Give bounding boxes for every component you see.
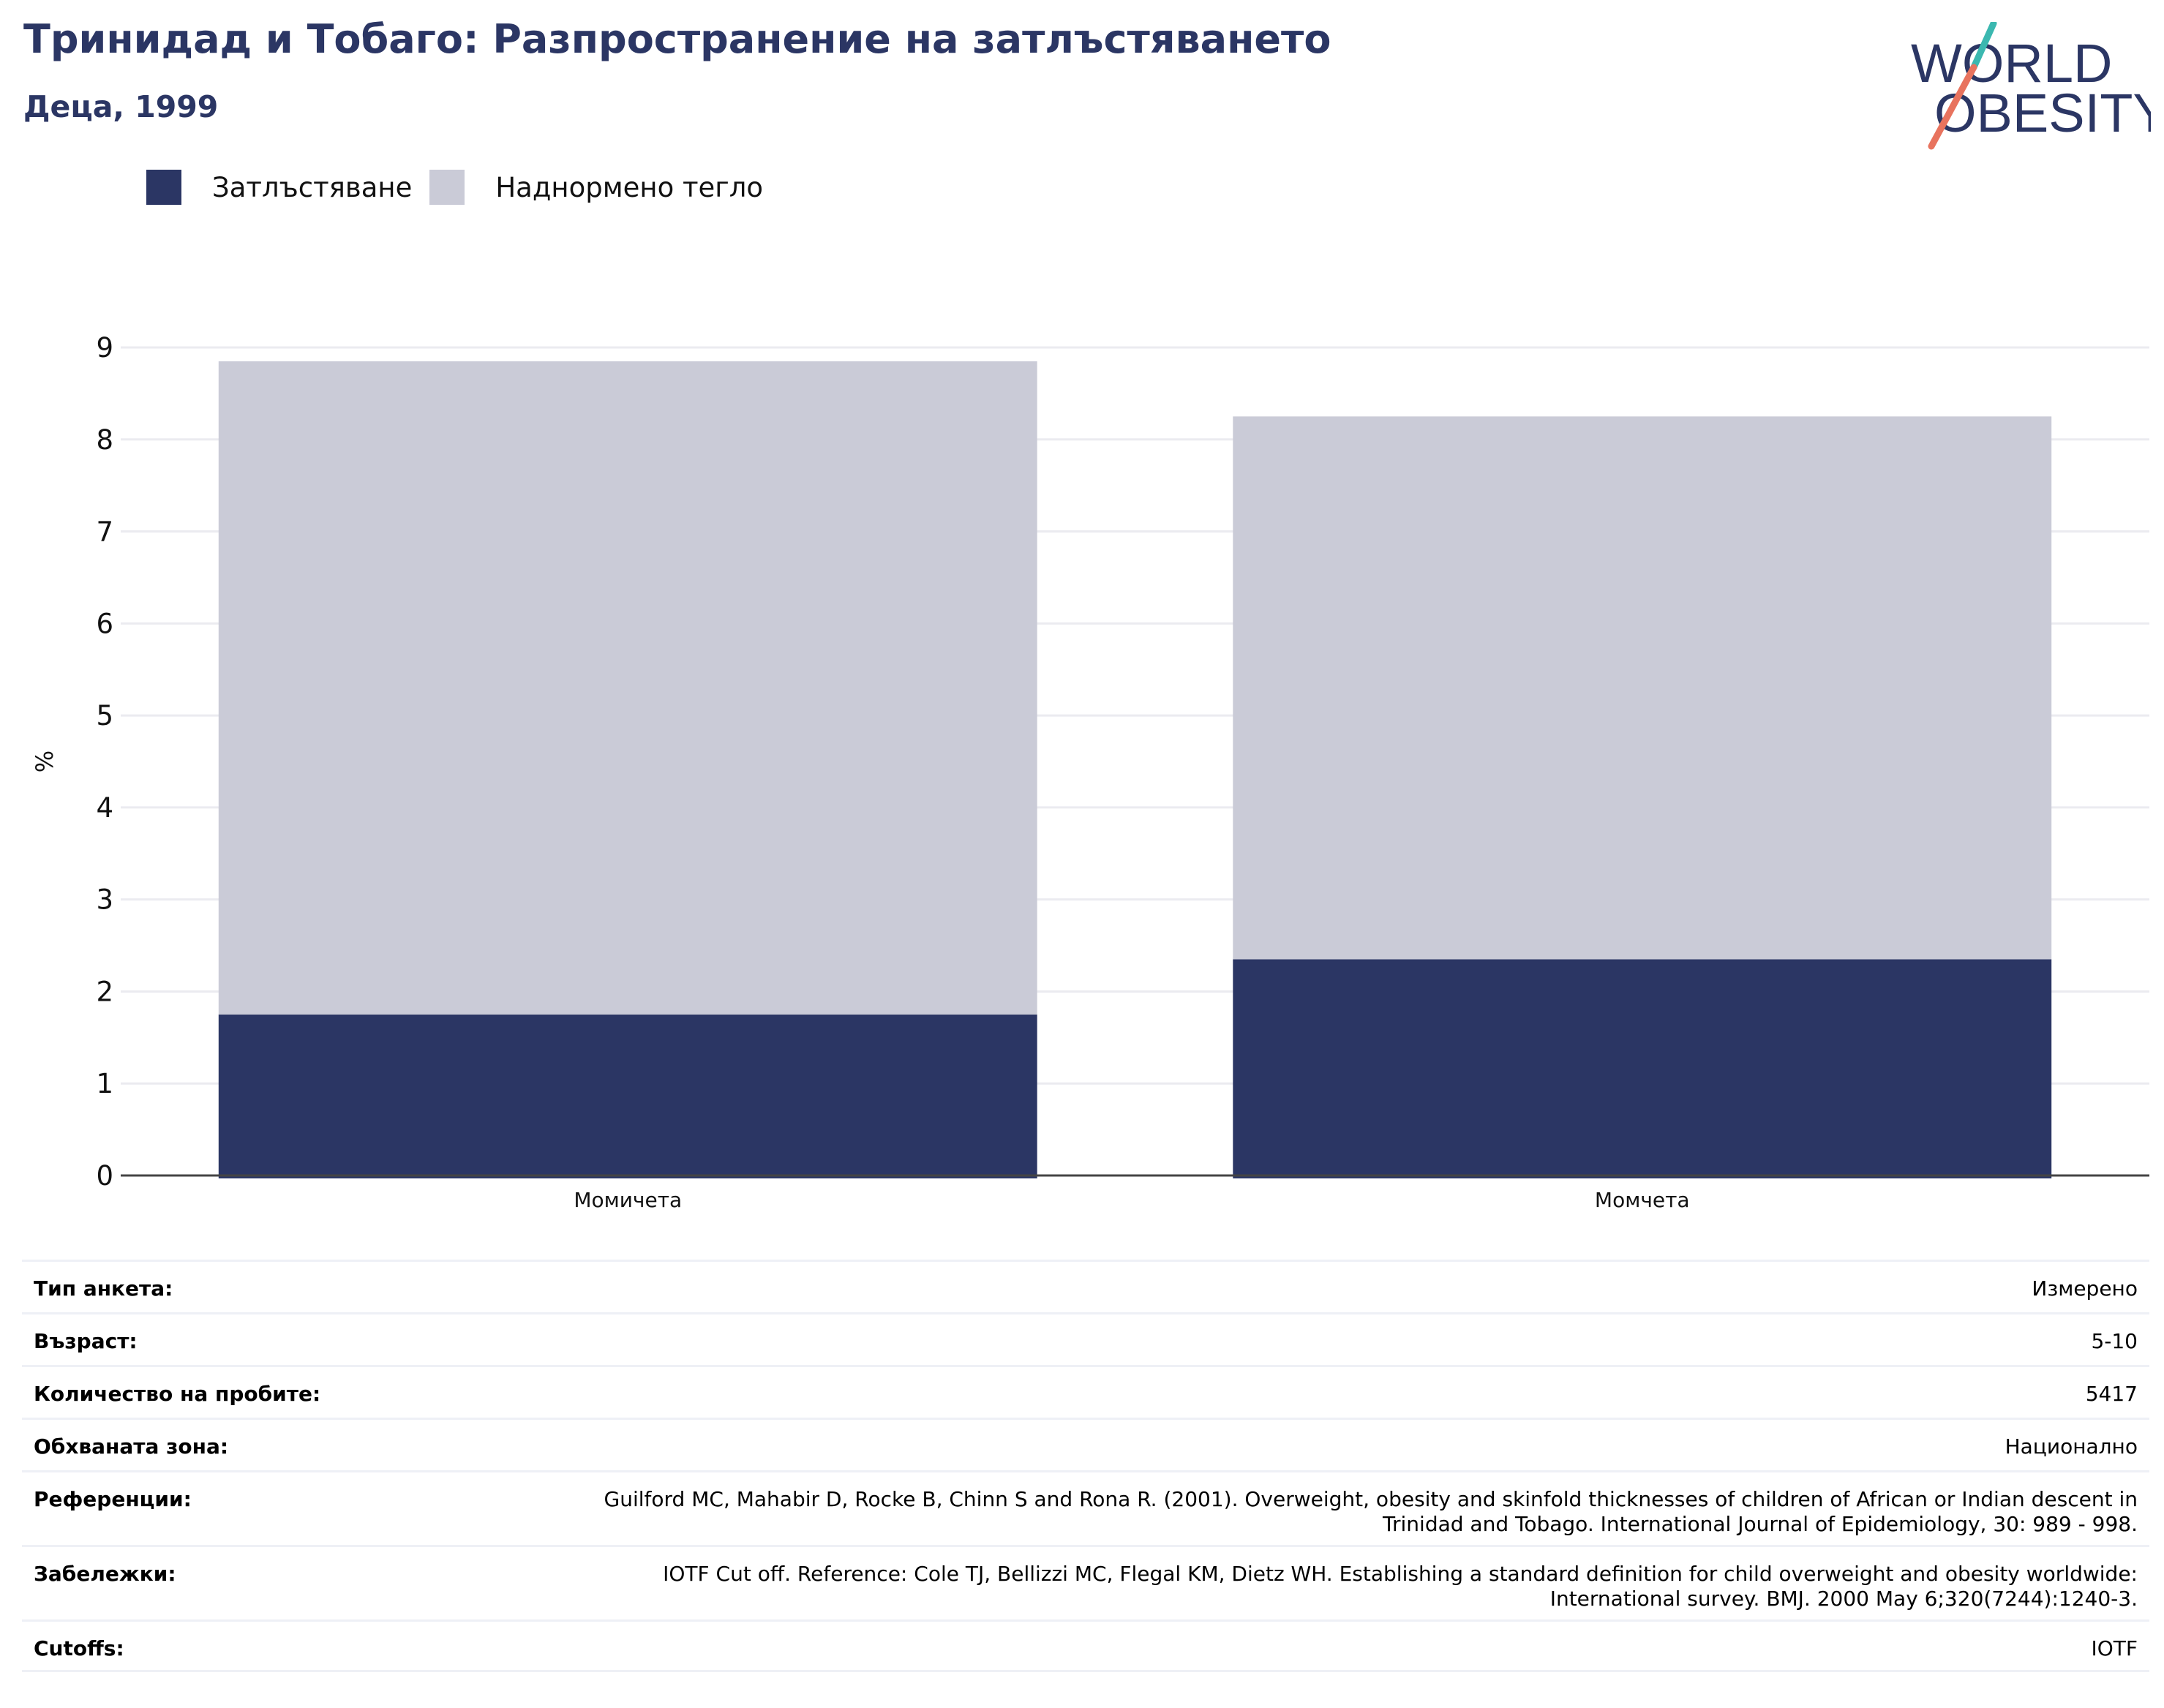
meta-label: Възраст: [34, 1329, 138, 1353]
chart-title: Тринидад и Тобаго: Разпространение на за… [23, 16, 1331, 62]
meta-value: 5-10 [2091, 1329, 2138, 1353]
meta-row-age: Възраст: 5-10 [22, 1312, 2149, 1365]
logo-slash-bottom [1928, 64, 1977, 150]
meta-value: IOTF [2091, 1636, 2138, 1660]
meta-value: IOTF Cut off. Reference: Cole TJ, Belliz… [663, 1562, 2138, 1611]
meta-label: Референции: [34, 1487, 192, 1511]
meta-label: Количество на пробите: [34, 1382, 321, 1406]
meta-label: Тип анкета: [34, 1276, 173, 1301]
y-tick-label: 5 [96, 700, 113, 731]
logo-slash-top [1970, 22, 1997, 71]
meta-row-sample-size: Количество на пробите: 5417 [22, 1365, 2149, 1418]
y-tick-label: 2 [96, 976, 113, 1007]
y-tick-label: 0 [96, 1160, 113, 1192]
meta-label: Забележки: [34, 1562, 176, 1586]
bar-obesity [218, 1014, 1037, 1178]
x-tick-label: Момичета [574, 1188, 682, 1212]
y-tick-label: 8 [96, 424, 113, 456]
world-obesity-logo: WORLD OBESITY [1911, 22, 2151, 150]
y-tick-label: 6 [96, 608, 113, 639]
meta-value: Guilford MC, Mahabir D, Rocke B, Chinn S… [604, 1487, 2138, 1536]
logo-line2: OBESITY [1934, 83, 2151, 143]
meta-row-references: Референции: Guilford MC, Mahabir D, Rock… [22, 1470, 2149, 1545]
bar-chart: 0 1 2 3 4 5 6 7 8 9% Момичета Момчета [31, 332, 2149, 1212]
legend-label-obesity: Затлъстяване [212, 171, 413, 203]
logo-line1: WORLD [1911, 33, 2112, 94]
legend-swatch-overweight [429, 170, 465, 205]
bar-obesity [1233, 959, 2052, 1178]
meta-row-cutoffs: Cutoffs: IOTF [22, 1619, 2149, 1672]
meta-value: 5417 [2085, 1382, 2138, 1406]
y-axis-label: % [31, 750, 59, 772]
y-tick-label: 1 [96, 1068, 113, 1099]
chart-subtitle: Деца, 1999 [23, 89, 219, 124]
y-tick-label: 7 [96, 516, 113, 548]
meta-label: Обхваната зона: [34, 1434, 229, 1459]
legend-swatch-obesity [146, 170, 181, 205]
legend-item-obesity[interactable]: Затлъстяване [146, 170, 412, 205]
y-tick-label: 3 [96, 884, 113, 916]
legend: Затлъстяване Наднормено тегло [146, 168, 781, 206]
legend-item-overweight[interactable]: Наднормено тегло [429, 170, 763, 205]
y-tick-label: 4 [96, 792, 113, 824]
meta-label: Cutoffs: [34, 1636, 124, 1660]
survey-details: Тип анкета: Измерено Възраст: 5-10 Колич… [22, 1260, 2149, 1672]
y-tick-label: 9 [96, 332, 113, 364]
bar-overweight [1233, 416, 2052, 960]
x-tick-label: Момчета [1595, 1188, 1690, 1212]
meta-row-survey-type: Тип анкета: Измерено [22, 1260, 2149, 1312]
meta-value: Измерено [2032, 1276, 2138, 1301]
bar-overweight [218, 361, 1037, 1015]
meta-row-notes: Забележки: IOTF Cut off. Reference: Cole… [22, 1545, 2149, 1619]
legend-label-overweight: Наднормено тегло [495, 171, 764, 203]
meta-value: Национално [2005, 1434, 2138, 1459]
meta-row-coverage: Обхваната зона: Национално [22, 1418, 2149, 1470]
